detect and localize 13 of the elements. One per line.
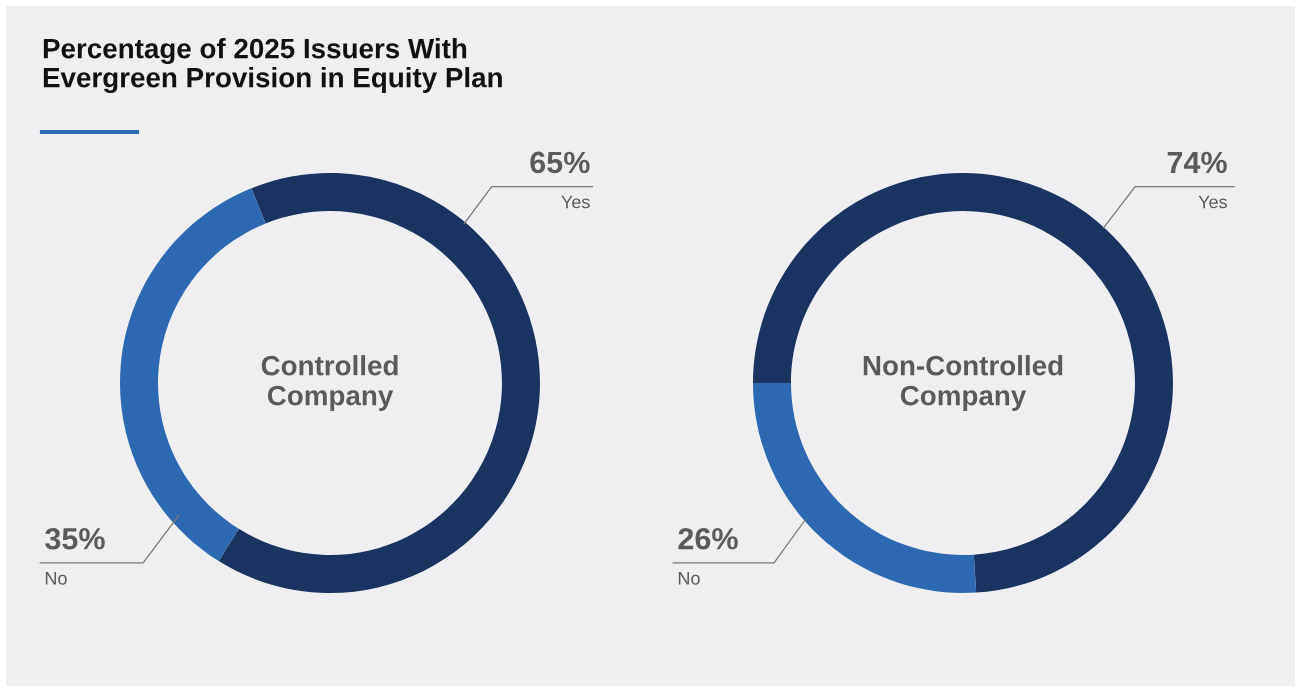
- text: Non-Controlled Company: [863, 355, 1063, 411]
- donut-slice: [218, 173, 540, 593]
- slice-label: Yes: [1198, 195, 1227, 209]
- slice-label: Yes: [561, 195, 590, 209]
- slice-label: No: [45, 572, 67, 585]
- donut-slice: [753, 173, 1173, 593]
- slice-label: No: [678, 572, 700, 585]
- chart-title: Percentage of 2025 Issuers With Evergreen Provision in Equity Plan: [43, 38, 502, 94]
- text: Controlled Company: [261, 355, 398, 411]
- data-label: 74%: [1167, 151, 1227, 174]
- data-label: 26%: [678, 527, 738, 550]
- data-label: 35%: [45, 527, 105, 550]
- data-label: 65%: [530, 151, 590, 174]
